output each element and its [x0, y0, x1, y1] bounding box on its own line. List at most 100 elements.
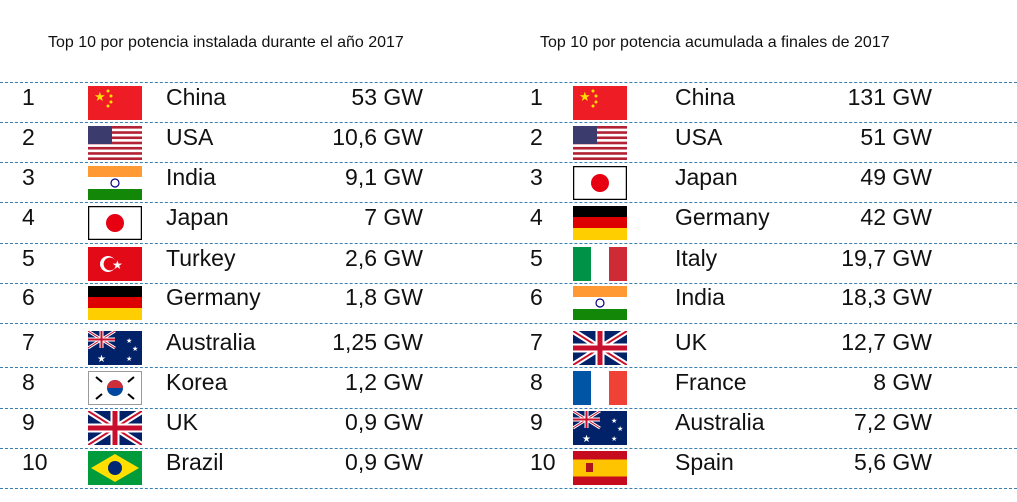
capacity-value: 8 GW	[873, 369, 932, 395]
uk-flag-icon	[573, 331, 627, 365]
country-name: Germany	[166, 284, 261, 310]
country-name: Australia	[166, 329, 256, 355]
left-table-row: 10 Brazil 0,9 GW	[0, 449, 1017, 489]
rank: 3	[530, 164, 543, 190]
svg-text:★: ★	[611, 417, 617, 425]
capacity-value: 10,6 GW	[332, 124, 423, 150]
right-table-row: 10 Spain 5,6 GW	[0, 449, 1017, 489]
country-name: Germany	[675, 204, 770, 230]
svg-text:★: ★	[94, 89, 106, 104]
right-table-row: 6 India 18,3 GW	[0, 284, 1017, 324]
china-flag-icon: ★	[88, 86, 142, 120]
rank: 4	[530, 204, 543, 230]
svg-text:★: ★	[611, 435, 617, 443]
capacity-value: 51 GW	[860, 124, 932, 150]
germany-flag-icon	[88, 286, 142, 320]
spain-flag-icon	[573, 451, 627, 485]
right-table-row: 9 ★ ★ ★ ★ Australia 7,2 GW	[0, 409, 1017, 449]
capacity-value: 19,7 GW	[841, 245, 932, 271]
rank: 5	[22, 245, 35, 271]
rank: 9	[530, 409, 543, 435]
country-name: China	[166, 84, 227, 110]
brazil-flag-icon	[88, 451, 142, 485]
right-table-row: 5 Italy 19,7 GW	[0, 245, 1017, 285]
country-name: UK	[166, 409, 198, 435]
right-table-row: 3 Japan 49 GW	[0, 164, 1017, 204]
capacity-value: 53 GW	[351, 84, 423, 110]
france-flag-icon	[573, 371, 627, 405]
country-name: UK	[675, 329, 707, 355]
svg-text:★: ★	[126, 337, 132, 345]
rank: 1	[22, 84, 35, 110]
country-name: France	[675, 369, 747, 395]
row-divider	[0, 323, 1017, 324]
rank: 1	[530, 84, 543, 110]
capacity-value: 12,7 GW	[841, 329, 932, 355]
country-name: Italy	[675, 245, 718, 271]
india-flag-icon	[88, 166, 142, 200]
right-table-row: 4 Germany 42 GW	[0, 204, 1017, 244]
korea-flag-icon	[88, 371, 142, 405]
country-name: India	[675, 284, 725, 310]
rank: 2	[22, 124, 35, 150]
row-divider	[0, 488, 1017, 489]
capacity-value: 7 GW	[364, 204, 423, 230]
capacity-value: 7,2 GW	[854, 409, 932, 435]
country-name: Australia	[675, 409, 765, 435]
right-table-row: 7 UK 12,7 GW	[0, 329, 1017, 369]
left-table-title: Top 10 por potencia instalada durante el…	[48, 34, 404, 51]
row-divider	[0, 367, 1017, 368]
rank: 7	[530, 329, 543, 355]
left-table-row: 3 India 9,1 GW	[0, 164, 1017, 204]
row-divider	[0, 82, 1017, 83]
left-table-row: 2 USA 10,6 GW	[0, 124, 1017, 164]
row-divider	[0, 202, 1017, 203]
rank: 7	[22, 329, 35, 355]
rank: 9	[22, 409, 35, 435]
left-table-row: 1 ★ China 53 GW	[0, 84, 1017, 124]
row-divider	[0, 243, 1017, 244]
japan-flag-icon	[88, 206, 142, 240]
row-divider	[0, 408, 1017, 409]
row-divider	[0, 122, 1017, 123]
capacity-value: 49 GW	[860, 164, 932, 190]
germany-flag-icon	[573, 206, 627, 240]
svg-text:★: ★	[579, 89, 591, 104]
rank: 3	[22, 164, 35, 190]
japan-flag-icon	[573, 166, 627, 200]
capacity-value: 0,9 GW	[345, 449, 423, 475]
left-table-row: 9 UK 0,9 GW	[0, 409, 1017, 449]
australia-flag-icon: ★★★★	[88, 331, 142, 365]
row-divider	[0, 162, 1017, 163]
svg-text:★: ★	[97, 354, 106, 365]
right-table-row: 2 USA 51 GW	[0, 124, 1017, 164]
left-table-row: 7 ★ ★ ★ ★ Australia 1,25 GW	[0, 329, 1017, 369]
italy-flag-icon	[573, 247, 627, 281]
rank: 6	[22, 284, 35, 310]
row-divider	[0, 448, 1017, 449]
capacity-value: 18,3 GW	[841, 284, 932, 310]
capacity-value: 2,6 GW	[345, 245, 423, 271]
rank: 6	[530, 284, 543, 310]
row-divider	[0, 283, 1017, 284]
rank: 10	[22, 449, 48, 475]
right-table-row: 1 ★ China 131 GW	[0, 84, 1017, 124]
right-table-row: 8 France 8 GW	[0, 369, 1017, 409]
right-table-title: Top 10 por potencia acumulada a finales …	[540, 34, 890, 51]
capacity-value: 1,2 GW	[345, 369, 423, 395]
left-table-row: 6 Germany 1,8 GW	[0, 284, 1017, 324]
left-table-row: 8 Korea 1,2 GW	[0, 369, 1017, 409]
uk-flag-icon	[88, 411, 142, 445]
rank: 4	[22, 204, 35, 230]
svg-text:★: ★	[617, 425, 623, 433]
country-name: Spain	[675, 449, 734, 475]
rank: 8	[530, 369, 543, 395]
capacity-value: 1,8 GW	[345, 284, 423, 310]
australia-flag-icon: ★★★★	[573, 411, 627, 445]
left-table-row: 5 ★ Turkey 2,6 GW	[0, 245, 1017, 285]
country-name: USA	[675, 124, 723, 150]
country-name: Turkey	[166, 245, 236, 271]
rank: 5	[530, 245, 543, 271]
country-name: China	[675, 84, 736, 110]
